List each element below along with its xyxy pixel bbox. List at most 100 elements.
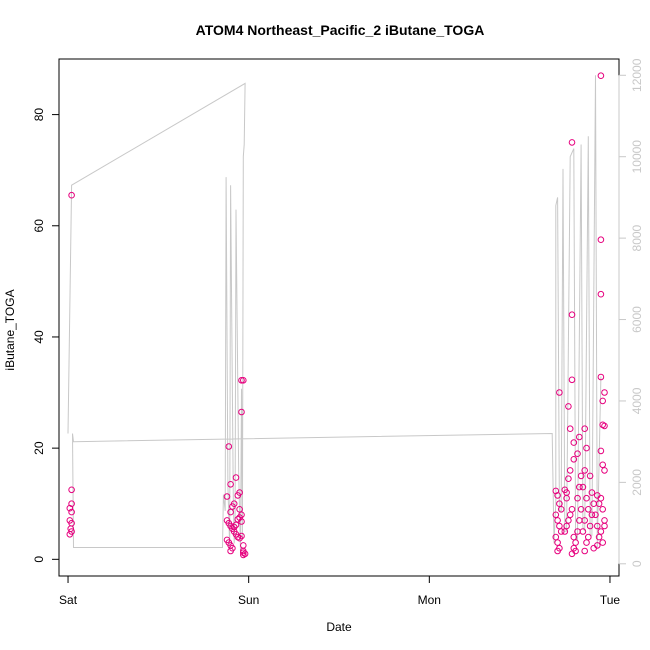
data-point <box>554 492 561 499</box>
data-point <box>230 500 238 508</box>
data-point <box>227 481 234 488</box>
data-point <box>599 506 607 513</box>
right-tick-label: 10000 <box>630 140 644 174</box>
data-point <box>599 539 607 546</box>
data-point <box>566 467 574 474</box>
data-point <box>594 542 601 549</box>
data-point <box>240 542 247 549</box>
data-point <box>581 517 589 524</box>
plot-frame <box>58 58 620 577</box>
data-point <box>572 539 579 546</box>
data-point <box>570 456 578 463</box>
data-point <box>68 508 75 516</box>
data-point <box>227 508 234 516</box>
y-axis-label: iButane_TOGA <box>3 289 17 370</box>
data-point <box>238 377 245 384</box>
data-point <box>576 483 583 491</box>
data-point <box>232 521 240 529</box>
left-tick-label: 20 <box>32 441 46 455</box>
data-point <box>601 422 608 430</box>
data-point <box>556 389 563 396</box>
data-point <box>561 528 569 535</box>
data-point <box>568 311 576 319</box>
left-tick-label: 0 <box>32 556 46 563</box>
data-point <box>66 531 74 538</box>
data-point <box>227 547 234 555</box>
data-point <box>236 514 243 521</box>
x-tick-label: Sat <box>59 593 78 607</box>
data-point <box>597 290 605 298</box>
left-tick-label: 60 <box>32 219 46 233</box>
data-point <box>570 439 578 446</box>
data-point <box>236 506 243 513</box>
data-point <box>601 517 608 524</box>
data-point <box>583 494 590 502</box>
data-point <box>554 547 561 555</box>
data-point <box>68 191 75 199</box>
data-point <box>583 444 590 452</box>
data-point <box>556 522 563 530</box>
data-point <box>574 494 581 502</box>
data-point <box>234 492 242 499</box>
data-point <box>563 489 570 496</box>
data-point <box>572 547 579 555</box>
data-point <box>577 506 585 513</box>
data-point <box>585 506 592 513</box>
data-point <box>565 517 572 524</box>
data-point <box>566 425 574 433</box>
data-point <box>579 528 587 535</box>
data-point <box>599 461 607 469</box>
data-point <box>585 533 592 541</box>
data-point <box>225 443 233 450</box>
data-point <box>597 72 605 79</box>
x-axis: Sat Sun Mon Tue <box>59 575 621 607</box>
data-point <box>232 474 240 481</box>
data-point <box>592 511 599 519</box>
data-point <box>597 373 605 381</box>
data-point <box>574 450 581 458</box>
left-tick-label: 80 <box>32 108 46 122</box>
data-point <box>565 475 572 483</box>
data-point <box>586 472 594 480</box>
data-point <box>568 139 576 146</box>
data-point <box>238 408 245 416</box>
data-point <box>240 547 247 555</box>
data-point <box>238 532 245 540</box>
right-tick-label: 0 <box>630 560 644 567</box>
data-point <box>597 528 605 535</box>
data-point <box>568 506 576 513</box>
x-axis-label: Date <box>326 620 352 634</box>
series-line <box>67 75 602 552</box>
data-point <box>568 376 576 384</box>
data-point <box>223 493 231 500</box>
scatter-series <box>66 72 608 559</box>
data-point <box>66 504 74 512</box>
data-point <box>576 433 583 441</box>
data-point <box>556 500 563 508</box>
data-point <box>581 467 589 474</box>
data-point <box>597 447 605 455</box>
data-point <box>601 467 608 474</box>
data-point <box>581 425 589 433</box>
x-tick-label: Tue <box>600 593 621 607</box>
data-point <box>554 539 561 546</box>
data-point <box>554 517 561 524</box>
right-tick-label: 12000 <box>630 58 644 92</box>
data-point <box>234 516 242 523</box>
data-point <box>597 494 605 502</box>
data-point <box>586 522 594 530</box>
data-point <box>579 483 587 491</box>
chart-title: ATOM4 Northeast_Pacific_2 iButane_TOGA <box>196 22 485 38</box>
data-point <box>595 533 603 541</box>
right-tick-label: 6000 <box>630 306 644 333</box>
left-tick-label: 40 <box>32 330 46 344</box>
data-point <box>566 511 574 519</box>
x-tick-label: Sun <box>238 593 259 607</box>
data-point <box>601 522 608 530</box>
right-tick-label: 8000 <box>630 224 644 251</box>
data-point <box>557 528 565 535</box>
data-point <box>601 389 608 396</box>
data-point <box>597 236 605 243</box>
data-point <box>583 539 590 546</box>
